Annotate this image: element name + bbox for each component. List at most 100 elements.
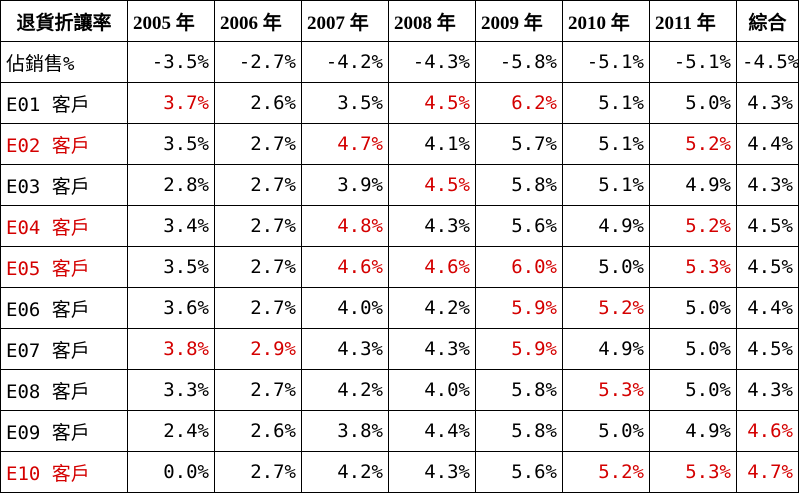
- rate-cell: 4.0%: [301, 287, 389, 329]
- row-label: E10 客戶: [0, 451, 128, 493]
- row-label: E03 客戶: [0, 164, 128, 206]
- table-row: E04 客戶 3.4% 2.7% 4.8% 4.3% 5.6% 4.9% 5.2% 4.5%: [0, 205, 799, 247]
- total-cell: 4.5%: [736, 205, 799, 247]
- rate-cell: 4.2%: [301, 369, 389, 411]
- rate-cell: 4.6%: [388, 246, 476, 288]
- total-cell: -4.5%: [736, 41, 799, 83]
- rate-cell: 4.3%: [388, 328, 476, 370]
- rate-cell: 5.0%: [649, 369, 737, 411]
- rate-cell: 4.7%: [301, 123, 389, 165]
- rate-cell: 2.7%: [214, 287, 302, 329]
- rate-cell: 3.7%: [127, 82, 215, 124]
- rate-cell: 4.3%: [388, 205, 476, 247]
- year-header: 2006 年: [214, 0, 302, 42]
- rate-cell: 4.0%: [388, 369, 476, 411]
- rate-cell: -5.8%: [475, 41, 563, 83]
- rate-cell: 2.7%: [214, 164, 302, 206]
- total-cell: 4.4%: [736, 123, 799, 165]
- rate-cell: 4.2%: [301, 451, 389, 493]
- table-row: E09 客戶 2.4% 2.6% 3.8% 4.4% 5.8% 5.0% 4.9% 4.6%: [0, 410, 799, 452]
- rate-cell: 2.7%: [214, 369, 302, 411]
- rate-cell: -5.1%: [562, 41, 650, 83]
- table-body: 佔銷售% -3.5% -2.7% -4.2% -4.3% -5.8% -5.1% -5.1% -…: [0, 41, 799, 493]
- total-header: 綜合: [736, 0, 799, 42]
- rate-cell: 5.3%: [562, 369, 650, 411]
- rate-cell: -5.1%: [649, 41, 737, 83]
- total-cell: 4.3%: [736, 369, 799, 411]
- rate-cell: 3.5%: [127, 246, 215, 288]
- rate-cell: 3.6%: [127, 287, 215, 329]
- rate-cell: 2.7%: [214, 123, 302, 165]
- table-row: E02 客戶 3.5% 2.7% 4.7% 4.1% 5.7% 5.1% 5.2% 4.4%: [0, 123, 799, 165]
- table-row: E05 客戶 3.5% 2.7% 4.6% 4.6% 6.0% 5.0% 5.3% 4.5%: [0, 246, 799, 288]
- rate-cell: 3.5%: [127, 123, 215, 165]
- rate-cell: -2.7%: [214, 41, 302, 83]
- rate-cell: 5.2%: [562, 451, 650, 493]
- table-row: E08 客戶 3.3% 2.7% 4.2% 4.0% 5.8% 5.3% 5.0% 4.3%: [0, 369, 799, 411]
- rate-cell: 5.6%: [475, 205, 563, 247]
- rate-cell: 4.2%: [388, 287, 476, 329]
- rate-cell: 5.8%: [475, 369, 563, 411]
- rate-cell: -4.3%: [388, 41, 476, 83]
- table-row: E10 客戶 0.0% 2.7% 4.2% 4.3% 5.6% 5.2% 5.3% 4.7%: [0, 451, 799, 493]
- year-header: 2009 年: [475, 0, 563, 42]
- row-label: E01 客戶: [0, 82, 128, 124]
- total-cell: 4.4%: [736, 287, 799, 329]
- rate-cell: 4.9%: [649, 410, 737, 452]
- rate-cell: 4.9%: [649, 164, 737, 206]
- total-cell: 4.6%: [736, 410, 799, 452]
- header-row: 退貨折讓率 2005 年 2006 年 2007 年 2008 年 2009 年…: [0, 0, 799, 42]
- row-label: E08 客戶: [0, 369, 128, 411]
- rate-cell: 5.9%: [475, 328, 563, 370]
- rate-cell: 3.4%: [127, 205, 215, 247]
- rate-cell: 2.7%: [214, 451, 302, 493]
- rate-cell: 4.5%: [388, 164, 476, 206]
- row-label: 佔銷售%: [0, 41, 128, 83]
- rate-cell: 5.0%: [562, 410, 650, 452]
- year-header: 2008 年: [388, 0, 476, 42]
- year-header: 2011 年: [649, 0, 737, 42]
- total-cell: 4.5%: [736, 246, 799, 288]
- rate-cell: 4.4%: [388, 410, 476, 452]
- rate-cell: 0.0%: [127, 451, 215, 493]
- row-label: E07 客戶: [0, 328, 128, 370]
- rate-cell: 5.1%: [562, 123, 650, 165]
- rate-cell: 4.3%: [388, 451, 476, 493]
- rate-cell: 5.3%: [649, 451, 737, 493]
- rate-cell: 4.3%: [301, 328, 389, 370]
- rate-cell: 5.6%: [475, 451, 563, 493]
- rate-cell: 3.5%: [301, 82, 389, 124]
- total-cell: 4.5%: [736, 328, 799, 370]
- rate-cell: 3.9%: [301, 164, 389, 206]
- table-row: E03 客戶 2.8% 2.7% 3.9% 4.5% 5.8% 5.1% 4.9% 4.3%: [0, 164, 799, 206]
- rate-cell: 2.7%: [214, 246, 302, 288]
- rate-cell: 5.2%: [562, 287, 650, 329]
- rate-cell: 5.9%: [475, 287, 563, 329]
- rate-cell: 5.2%: [649, 123, 737, 165]
- rate-cell: 5.0%: [649, 82, 737, 124]
- row-label: E04 客戶: [0, 205, 128, 247]
- rate-cell: -4.2%: [301, 41, 389, 83]
- rate-cell: 4.9%: [562, 328, 650, 370]
- rate-cell: 4.1%: [388, 123, 476, 165]
- rate-cell: 5.0%: [649, 287, 737, 329]
- rate-cell: 5.2%: [649, 205, 737, 247]
- rate-cell: 2.7%: [214, 205, 302, 247]
- table-row: E01 客戶 3.7% 2.6% 3.5% 4.5% 6.2% 5.1% 5.0% 4.3%: [0, 82, 799, 124]
- table-row: E06 客戶 3.6% 2.7% 4.0% 4.2% 5.9% 5.2% 5.0% 4.4%: [0, 287, 799, 329]
- rate-cell: 2.9%: [214, 328, 302, 370]
- rate-cell: 2.8%: [127, 164, 215, 206]
- rate-cell: 5.1%: [562, 82, 650, 124]
- table-row: 佔銷售% -3.5% -2.7% -4.2% -4.3% -5.8% -5.1% -5.1% -…: [0, 41, 799, 83]
- rate-cell: 4.6%: [301, 246, 389, 288]
- total-cell: 4.3%: [736, 82, 799, 124]
- rate-cell: 2.6%: [214, 82, 302, 124]
- year-header: 2005 年: [127, 0, 215, 42]
- rate-cell: 2.4%: [127, 410, 215, 452]
- rate-cell: 5.3%: [649, 246, 737, 288]
- row-label: E02 客戶: [0, 123, 128, 165]
- rate-cell: 6.2%: [475, 82, 563, 124]
- rate-cell: 4.8%: [301, 205, 389, 247]
- rate-cell: 5.0%: [649, 328, 737, 370]
